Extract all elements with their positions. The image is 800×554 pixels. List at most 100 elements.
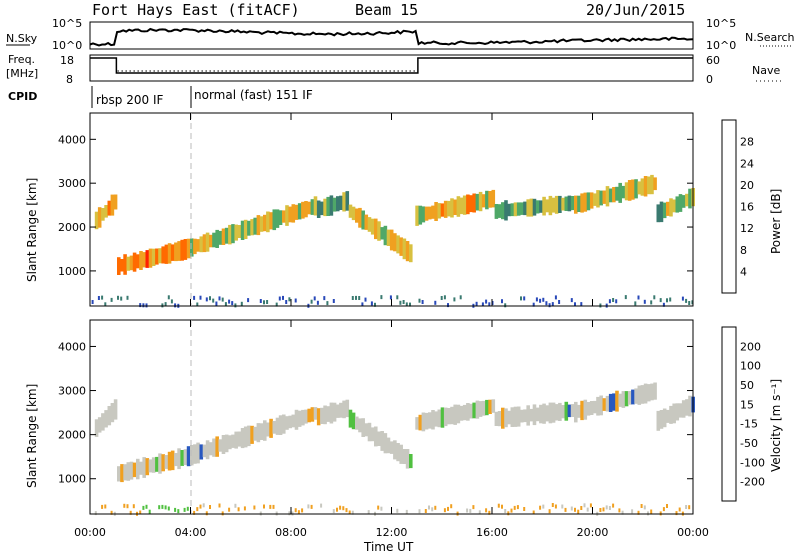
- heat-cell: [269, 504, 272, 509]
- power-ylabel: Slant Range [km]: [25, 178, 39, 282]
- heat-cell: [570, 196, 575, 211]
- heat-cell: [136, 458, 140, 480]
- heat-cell: [669, 297, 672, 302]
- heat-cell: [332, 509, 335, 514]
- velocity-cells: [94, 382, 695, 516]
- heat-cell: [294, 204, 299, 220]
- colorbar-tick: -100: [740, 456, 765, 469]
- heat-cell: [386, 437, 391, 454]
- heat-cell: [542, 403, 546, 424]
- heat-cell: [558, 402, 562, 421]
- heat-cell: [631, 389, 635, 405]
- heat-cell: [551, 302, 554, 307]
- heat-cell: [348, 510, 351, 515]
- colorbar-tick: -50: [740, 437, 758, 450]
- heat-cell: [250, 219, 254, 236]
- heat-cell: [202, 234, 207, 253]
- heat-cell: [507, 410, 511, 425]
- station-title: Fort Hays East (fitACF): [92, 1, 300, 19]
- heat-cell: [94, 511, 97, 516]
- heat-cell: [501, 299, 503, 304]
- heat-cell: [589, 192, 594, 209]
- heat-cell: [634, 179, 638, 199]
- heat-cell: [428, 505, 430, 510]
- heat-cell: [599, 508, 602, 512]
- heat-cell: [148, 248, 153, 268]
- heat-cell: [608, 393, 613, 412]
- heat-cell: [380, 295, 383, 300]
- heat-cell: [285, 416, 289, 430]
- heat-cell: [193, 295, 196, 300]
- heat-cell: [485, 508, 488, 513]
- heat-cell: [542, 196, 546, 216]
- heat-cell: [396, 295, 399, 300]
- velocity-panel: 1000 2000 3000 4000 Slant Range [km] 200 100…: [25, 319, 783, 516]
- heat-cell: [170, 299, 173, 304]
- heat-cell: [469, 403, 473, 419]
- heat-cell: [323, 405, 327, 425]
- heat-cell: [389, 229, 394, 251]
- heat-cell: [218, 296, 221, 301]
- heat-cell: [183, 449, 188, 466]
- heat-cell: [199, 444, 204, 460]
- heat-cell: [348, 204, 353, 218]
- noise-left-label: N.Sky: [6, 32, 38, 45]
- heat-cell: [275, 417, 280, 435]
- heat-cell: [516, 406, 521, 427]
- heat-cell: [345, 191, 350, 211]
- heat-cell: [561, 197, 565, 211]
- heat-cell: [596, 190, 600, 208]
- heat-cell: [554, 195, 559, 214]
- heat-cell: [139, 510, 142, 515]
- heat-cell: [282, 414, 286, 434]
- heat-cell: [504, 408, 508, 428]
- heat-cell: [399, 237, 403, 256]
- heat-cell: [434, 202, 438, 221]
- heat-cell: [615, 299, 618, 304]
- heat-cell: [491, 399, 496, 413]
- heat-cell: [564, 507, 567, 512]
- heat-cell: [513, 202, 518, 217]
- heat-cell: [510, 407, 515, 427]
- heat-cell: [589, 401, 594, 415]
- heat-cell: [364, 423, 369, 437]
- heat-cell: [234, 503, 237, 508]
- heat-cell: [342, 400, 346, 419]
- heat-cell: [396, 443, 400, 462]
- heat-cell: [215, 436, 219, 457]
- heat-cell: [650, 300, 653, 305]
- colorbar-tick: 12: [740, 222, 754, 235]
- heat-cell: [259, 423, 264, 440]
- heat-cell: [659, 410, 664, 429]
- heat-cell: [656, 410, 661, 431]
- heat-cell: [402, 238, 407, 260]
- heat-cell: [228, 507, 231, 512]
- heat-cell: [224, 302, 227, 307]
- heat-cell: [174, 453, 178, 467]
- heat-cell: [167, 243, 172, 264]
- freq-tick-top: 18: [60, 54, 74, 67]
- heat-cell: [288, 415, 292, 429]
- heat-cell: [561, 504, 564, 509]
- ytick-label: 2000: [58, 429, 86, 442]
- heat-cell: [643, 505, 646, 510]
- heat-cell: [539, 298, 542, 303]
- heat-cell: [405, 302, 408, 307]
- heat-cell: [313, 407, 318, 420]
- heat-cell: [196, 239, 200, 252]
- heat-cell: [634, 388, 638, 404]
- heat-cell: [380, 227, 384, 240]
- heat-cell: [529, 408, 534, 422]
- heat-cell: [478, 401, 483, 417]
- heat-cell: [205, 440, 210, 460]
- heat-cell: [221, 228, 226, 245]
- heat-cell: [183, 239, 188, 260]
- heat-cell: [313, 296, 316, 301]
- heat-cell: [618, 182, 622, 203]
- heat-cell: [437, 203, 442, 219]
- heat-cell: [139, 461, 143, 475]
- heat-cell: [662, 202, 667, 219]
- heat-cell: [167, 506, 170, 511]
- heat-cell: [570, 506, 573, 511]
